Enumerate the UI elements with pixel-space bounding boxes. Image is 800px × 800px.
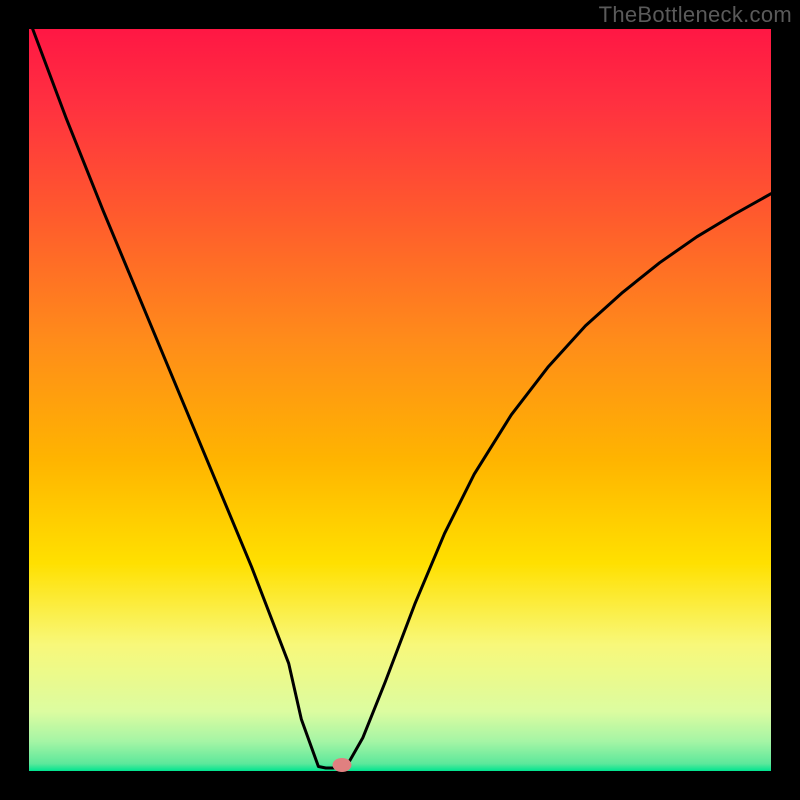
minimum-marker: [333, 758, 352, 772]
watermark-text: TheBottleneck.com: [599, 2, 792, 28]
curve-path: [33, 29, 771, 768]
bottleneck-curve: [0, 0, 800, 800]
